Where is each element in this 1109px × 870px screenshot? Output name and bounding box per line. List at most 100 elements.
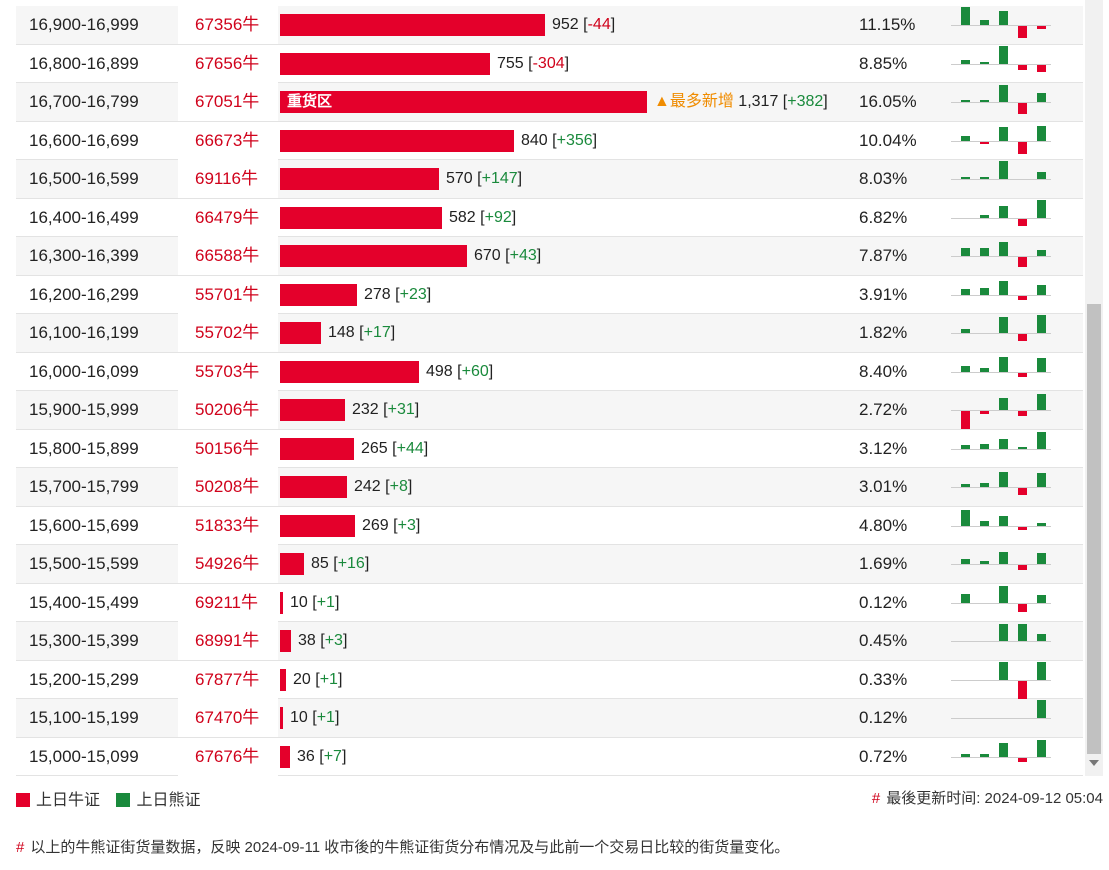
warrant-code-link[interactable]: 69116牛	[195, 169, 259, 188]
volume-change: +43	[509, 247, 537, 264]
volume-change: +356	[556, 131, 593, 149]
warrant-code-link[interactable]: 67877牛	[195, 669, 260, 689]
sparkline-baseline	[951, 179, 1051, 180]
code-cell: 67676牛	[178, 737, 278, 776]
sparkline-bar	[1018, 526, 1027, 530]
volume-bar	[280, 591, 283, 614]
warrant-code-link[interactable]: 54926牛	[195, 554, 260, 573]
volume-bar	[280, 553, 304, 575]
warrant-code-link[interactable]: 69211牛	[195, 592, 259, 612]
warrant-code-link[interactable]: 55701牛	[195, 284, 260, 304]
sparkline-bar	[961, 484, 970, 487]
volume-number: 232 [	[352, 401, 388, 418]
sparkline-bar	[1037, 594, 1046, 603]
sparkline	[951, 584, 1051, 622]
price-range: 16,300-16,399	[29, 246, 139, 265]
vertical-scrollbar[interactable]	[1085, 0, 1103, 776]
code-cell: 55703牛	[178, 352, 278, 391]
bull-bear-table: 16,900-16,999 67356牛 952 [-44] 11.15% 16,800…	[16, 6, 1083, 776]
warrant-code-link[interactable]: 50206牛	[195, 400, 260, 419]
scroll-down-arrow-icon[interactable]	[1089, 760, 1099, 766]
sparkline-bar	[1037, 357, 1046, 372]
volume-bar	[280, 283, 357, 306]
scrollbar-thumb[interactable]	[1087, 304, 1101, 754]
warrant-code-link[interactable]: 66479牛	[195, 207, 260, 227]
warrant-code-link[interactable]: 50156牛	[195, 438, 260, 458]
code-cell: 67656牛	[178, 44, 278, 83]
price-range: 15,300-15,399	[29, 631, 139, 650]
table-row: 16,200-16,299 55701牛 278 [+23] 3.91%	[16, 275, 1083, 314]
warrant-code-link[interactable]: 67656牛	[195, 53, 260, 73]
warrant-code-link[interactable]: 55702牛	[195, 323, 260, 342]
sparkline-bar	[999, 11, 1008, 25]
sparkline-baseline	[951, 564, 1051, 565]
warrant-code-link[interactable]: 67470牛	[195, 708, 260, 727]
volume-number: 85 [	[311, 555, 338, 572]
bracket-close: ]	[423, 439, 429, 457]
code-cell: 55702牛	[178, 314, 278, 352]
warrant-code-link[interactable]: 67051牛	[195, 92, 260, 111]
percentage: 0.45%	[859, 631, 908, 650]
sparkline-bar	[961, 135, 970, 141]
sparkline-bar	[999, 398, 1008, 410]
bar-cell: 85 [+16]	[280, 545, 840, 583]
warrant-code-link[interactable]: 66673牛	[195, 130, 260, 150]
warrant-code-link[interactable]: 66588牛	[195, 246, 260, 265]
table-row: 15,000-15,099 67676牛 36 [+7] 0.72%	[16, 737, 1083, 776]
sparkline-bar	[999, 438, 1008, 449]
bar-cell: 755 [-304]	[280, 45, 840, 83]
bar-cell: 952 [-44]	[280, 6, 840, 44]
sparkline-bar	[980, 411, 989, 414]
hash-mark: #	[871, 790, 881, 807]
note-label: ▲最多新增	[654, 93, 739, 110]
volume-change: +92	[484, 208, 512, 226]
sparkline-bar	[961, 365, 970, 372]
sparkline-bar	[1018, 488, 1027, 495]
warrant-code-link[interactable]: 67356牛	[195, 15, 260, 34]
code-cell: 68991牛	[178, 622, 278, 660]
sparkline	[951, 699, 1051, 737]
sparkline-bar	[1037, 64, 1046, 72]
legend-bear: 上日熊证	[116, 786, 200, 810]
warrant-code-link[interactable]: 67676牛	[195, 746, 260, 766]
sparkline-bar	[1037, 739, 1046, 757]
code-cell: 66588牛	[178, 237, 278, 275]
volume-bar	[280, 399, 345, 421]
sparkline-bar	[1018, 295, 1027, 300]
table-row: 15,800-15,899 50156牛 265 [+44] 3.12%	[16, 429, 1083, 468]
table-row: 16,400-16,499 66479牛 582 [+92] 6.82%	[16, 198, 1083, 237]
sparkline-bar	[999, 585, 1008, 603]
sparkline-bar	[1037, 431, 1046, 449]
sparkline-bar	[980, 177, 989, 179]
last-updated: # 最後更新时间: 2024-09-12 05:04	[872, 787, 1103, 808]
volume-number: 670 [	[474, 247, 510, 264]
bar-cell: 840 [+356]	[280, 122, 840, 160]
sparkline-bar	[1018, 565, 1027, 570]
table-row: 15,200-15,299 67877牛 20 [+1] 0.33%	[16, 660, 1083, 699]
table-row: 15,500-15,599 54926牛 85 [+16] 1.69%	[16, 545, 1083, 584]
bracket-close: ]	[390, 324, 396, 341]
sparkline-bar	[980, 367, 989, 372]
table-row: 16,900-16,999 67356牛 952 [-44] 11.15%	[16, 6, 1083, 45]
sparkline	[951, 507, 1051, 545]
percentage: 10.04%	[859, 130, 917, 150]
volume-bar	[280, 514, 355, 537]
sparkline-baseline	[951, 410, 1051, 411]
bracket-close: ]	[415, 516, 421, 534]
warrant-code-link[interactable]: 51833牛	[195, 515, 260, 535]
sparkline-bar	[1037, 284, 1046, 295]
volume-number: 278 [	[364, 285, 400, 303]
code-cell: 66479牛	[178, 198, 278, 237]
warrant-code-link[interactable]: 68991牛	[195, 631, 260, 650]
sparkline-baseline	[951, 718, 1051, 719]
bar-cell: 498 [+60]	[280, 353, 840, 391]
sparkline-bar	[1037, 634, 1046, 641]
sparkline	[951, 468, 1051, 506]
warrant-code-link[interactable]: 50208牛	[195, 477, 260, 496]
volume-bar	[280, 245, 467, 267]
volume-number: 840 [	[521, 131, 557, 149]
volume-change: +16	[337, 555, 365, 572]
warrant-code-link[interactable]: 55703牛	[195, 361, 260, 381]
volume-number: 20 [	[293, 670, 320, 688]
table-row: 15,300-15,399 68991牛 38 [+3] 0.45%	[16, 622, 1083, 661]
